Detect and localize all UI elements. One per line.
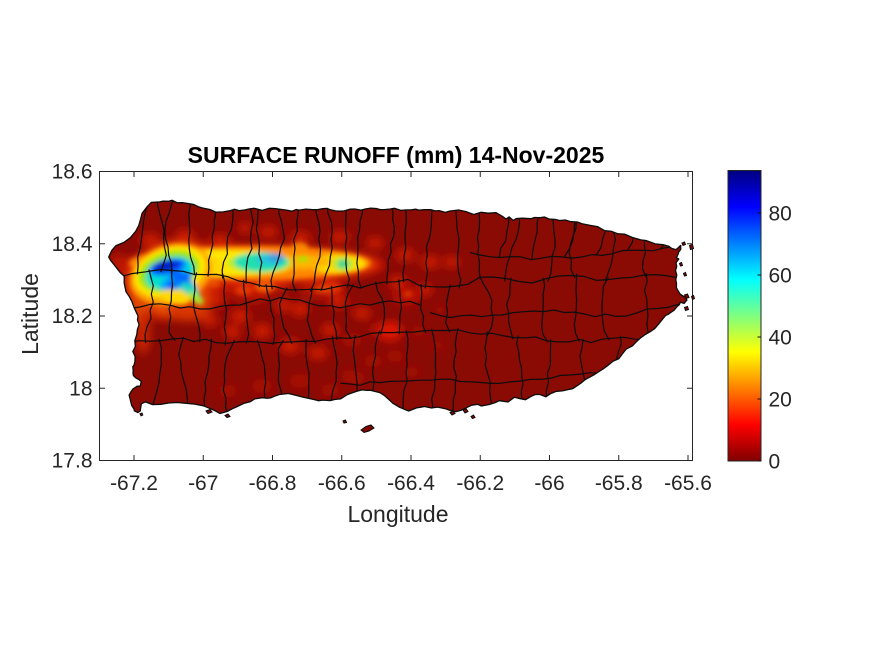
svg-text:18: 18 <box>69 377 92 400</box>
svg-text:60: 60 <box>769 265 792 288</box>
svg-text:-66.2: -66.2 <box>456 472 504 495</box>
svg-text:17.8: 17.8 <box>52 450 93 473</box>
svg-text:-66: -66 <box>534 472 564 495</box>
svg-text:-66.6: -66.6 <box>318 472 366 495</box>
svg-text:-67.2: -67.2 <box>110 472 158 495</box>
svg-text:18.6: 18.6 <box>52 161 93 184</box>
svg-text:SURFACE RUNOFF (mm) 14-Nov-202: SURFACE RUNOFF (mm) 14-Nov-2025 <box>188 142 605 168</box>
svg-text:-66.8: -66.8 <box>249 472 297 495</box>
svg-text:40: 40 <box>769 327 792 350</box>
svg-text:-65.6: -65.6 <box>664 472 712 495</box>
svg-text:0: 0 <box>769 451 781 474</box>
svg-text:18.4: 18.4 <box>52 233 93 256</box>
svg-text:-67: -67 <box>188 472 218 495</box>
svg-text:Longitude: Longitude <box>347 501 448 527</box>
svg-text:18.2: 18.2 <box>52 305 93 328</box>
svg-text:80: 80 <box>769 203 792 226</box>
svg-text:-65.8: -65.8 <box>595 472 643 495</box>
svg-text:20: 20 <box>769 389 792 412</box>
svg-text:Latitude: Latitude <box>17 273 43 355</box>
svg-text:-66.4: -66.4 <box>387 472 435 495</box>
